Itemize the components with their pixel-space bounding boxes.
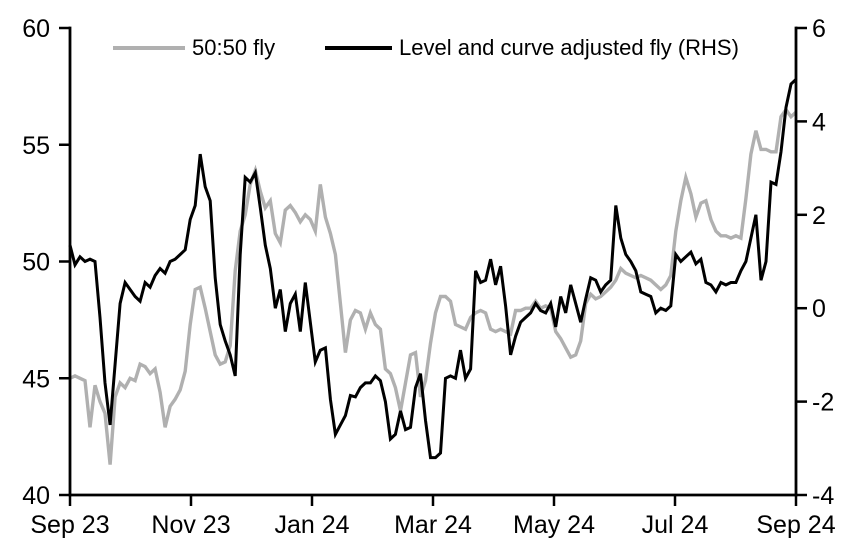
x-axis-tick-label: Jan 24 <box>274 511 349 539</box>
legend-label-level-curve-fly: Level and curve adjusted fly (RHS) <box>399 35 739 60</box>
left-axis-tick-label: 60 <box>22 15 50 43</box>
legend: 50:50 fly Level and curve adjusted fly (… <box>0 0 852 60</box>
right-axis-tick-label: -4 <box>812 482 834 510</box>
x-axis-tick-label: Sep 24 <box>756 511 835 539</box>
series-50-50-fly-line <box>69 106 798 465</box>
right-axis-tick-label: 4 <box>812 108 826 136</box>
left-axis-tick-label: 50 <box>22 249 50 277</box>
right-axis-tick-label: 0 <box>812 295 826 323</box>
right-axis-tick-label: 6 <box>812 15 826 43</box>
x-axis-tick-label: Sep 23 <box>30 511 109 539</box>
left-axis-tick-label: 45 <box>22 365 50 393</box>
legend-item-level-curve-fly: Level and curve adjusted fly (RHS) <box>325 35 739 61</box>
x-axis-tick-label: Mar 24 <box>394 511 472 539</box>
x-axis-tick-label: May 24 <box>513 511 595 539</box>
x-axis-tick-label: Nov 23 <box>151 511 230 539</box>
legend-label-5050-fly: 50:50 fly <box>192 35 276 60</box>
legend-swatch-gray-line <box>113 46 185 50</box>
legend-swatch-black-line <box>325 46 392 50</box>
series-level-curve-adjusted-fly-line <box>68 78 798 460</box>
legend-item-5050-fly: 50:50 fly <box>113 35 275 61</box>
left-axis-tick-label: 55 <box>22 132 50 160</box>
left-axis-tick-label: 40 <box>22 482 50 510</box>
x-axis-tick-label: Jul 24 <box>642 511 709 539</box>
right-axis-tick-label: -2 <box>812 389 834 417</box>
right-axis-tick-label: 2 <box>812 202 826 230</box>
